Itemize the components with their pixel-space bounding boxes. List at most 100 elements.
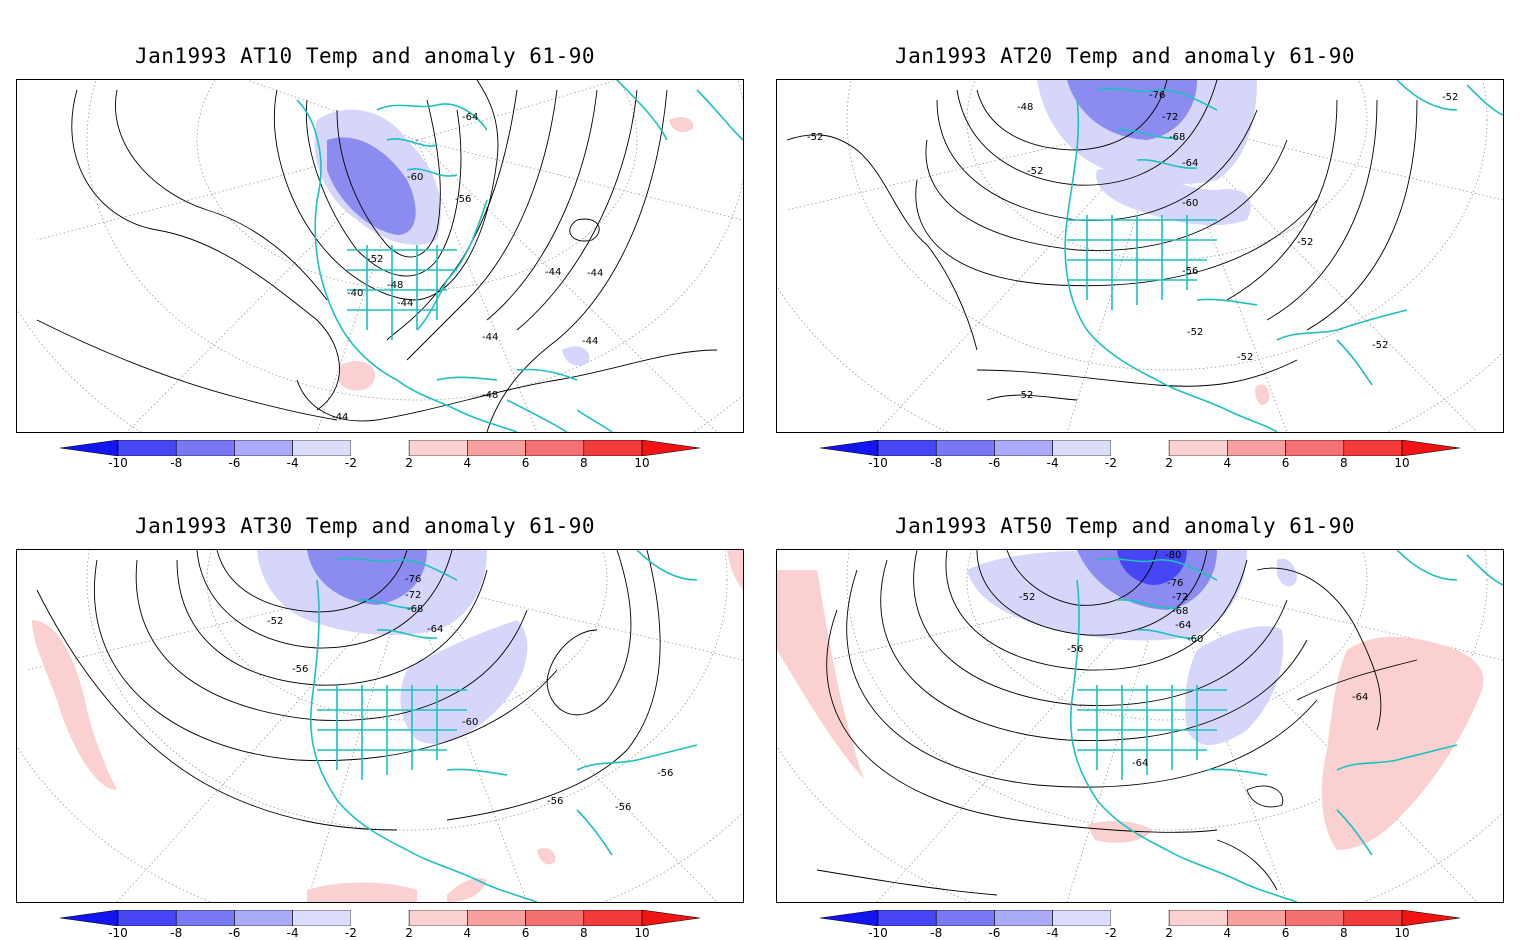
south-america-coast: [1276, 309, 1408, 386]
contour-label: -52: [367, 254, 383, 265]
colorbar-segment: [1227, 909, 1286, 927]
colorbar-tick-label: 2: [1165, 456, 1173, 470]
colorbar-segment: [467, 439, 526, 457]
colorbar-tick-label: -4: [1046, 456, 1059, 470]
warm-anomaly: [777, 570, 865, 780]
contour-label: -44: [587, 268, 603, 279]
map-frame: -80 -76 -72 -68 -64 -60 -56 -52 -64 -64: [776, 549, 1504, 903]
caribbean: [1196, 298, 1258, 306]
cold-anomaly-outer: [1277, 558, 1297, 587]
canada-arctic: [1096, 87, 1218, 169]
colorbar-tick-label: 2: [405, 456, 413, 470]
europe-coast: [636, 550, 698, 581]
contour-label: -56: [657, 768, 673, 779]
caribbean: [446, 768, 508, 776]
contour-label: -52: [1372, 340, 1388, 351]
colorbar-tick-label: 8: [1339, 456, 1348, 470]
colorbar-segment: [1110, 910, 1170, 926]
contour-label: -64: [462, 112, 478, 123]
temperature-contours: [816, 550, 1418, 896]
colorbar-tick-label: -10: [868, 456, 888, 470]
north-america-coast: [1069, 579, 1298, 902]
contour-label: -76: [1167, 578, 1183, 589]
cold-anomaly-core: [327, 137, 416, 235]
contour-label: -52: [1027, 166, 1043, 177]
contour-label: -52: [1442, 92, 1458, 103]
canada-arctic: [376, 103, 488, 177]
colorbar-arrow-low: [59, 439, 119, 457]
contour-label: -80: [1165, 550, 1181, 561]
contour-label: -44: [397, 298, 413, 309]
contour-label-group: -76 -72 -68 -64 -60 -56 -52 -52 -52 -52 …: [807, 90, 1458, 401]
anomaly-shading: [1037, 80, 1270, 405]
contour-label: -40: [347, 288, 363, 299]
colorbar-segment: [292, 909, 352, 927]
colorbar-arrow-low: [819, 909, 879, 927]
colorbar-segment: [1343, 909, 1403, 927]
colorbar-segment: [350, 440, 410, 456]
colorbar-segment: [350, 910, 410, 926]
contour-label: -76: [405, 574, 421, 585]
colorbar-segment: [877, 439, 937, 457]
contour-label: -52: [1237, 352, 1253, 363]
contour-label-group: -64 -60 -56 -52 -48 -44 -40 -44 -44 -44 …: [332, 112, 603, 423]
contour-label: -56: [615, 802, 631, 813]
anomaly-shading: [777, 550, 1484, 850]
europe-coast: [616, 80, 743, 141]
colorbar-tick-label: 2: [1165, 926, 1173, 940]
colorbar-segment: [1168, 909, 1228, 927]
contour-label-group: -80 -76 -72 -68 -64 -60 -56 -52 -64 -64: [1019, 550, 1368, 769]
panel-title: Jan1993 AT20 Temp and anomaly 61-90: [894, 44, 1355, 68]
map-canvas: -80 -76 -72 -68 -64 -60 -56 -52 -64 -64: [777, 550, 1503, 902]
cold-anomaly-outer: [400, 620, 528, 744]
warm-anomaly: [1087, 820, 1152, 843]
contour-label: -60: [1182, 198, 1198, 209]
colorbar-tick-label: 4: [1223, 926, 1232, 940]
colorbar-tick-label: 6: [1281, 926, 1290, 940]
colorbar-arrow-low: [59, 909, 119, 927]
colorbar-segment: [408, 909, 468, 927]
colorbar-segment: [525, 439, 585, 457]
colorbar-tick-label: 4: [1223, 456, 1232, 470]
contour-label: -52: [267, 616, 283, 627]
colorbar-tick-label: -8: [930, 926, 943, 940]
colorbar-segment: [525, 909, 585, 927]
contour-label: -56: [547, 796, 563, 807]
colorbar-tick-label: 10: [634, 926, 650, 940]
panel-at20: Jan1993 AT20 Temp and anomaly 61-90: [760, 0, 1504, 470]
colorbar-segment: [467, 909, 526, 927]
north-america-coast: [296, 99, 518, 432]
colorbar-arrow-high: [1401, 439, 1461, 457]
caribbean: [436, 368, 578, 381]
colorbar-segment: [935, 909, 995, 927]
colorbar-segment: [1285, 909, 1345, 927]
us-states-grid: [347, 245, 457, 340]
contour-label: -52: [1019, 592, 1035, 603]
colorbar-segment: [1052, 909, 1112, 927]
contour-label: -52: [1187, 327, 1203, 338]
colorbar-tick-label: -2: [1104, 456, 1117, 470]
panel-title: Jan1993 AT10 Temp and anomaly 61-90: [134, 44, 595, 68]
warm-anomaly: [537, 848, 556, 865]
colorbar-tick-label: -10: [108, 926, 128, 940]
contour-label: -68: [1172, 606, 1188, 617]
colorbar-segment: [1052, 439, 1112, 457]
colorbar-arrow-high: [641, 909, 701, 927]
colorbar-tick-label: -4: [286, 926, 299, 940]
warm-anomaly: [32, 620, 117, 790]
contour-label: -76: [1149, 90, 1165, 101]
contour-label: -56: [292, 664, 308, 675]
south-america-coast: [576, 744, 698, 856]
colorbar-segment: [1227, 439, 1286, 457]
colorbar-tick-label: -2: [1104, 926, 1117, 940]
colorbar-segment: [117, 439, 177, 457]
canada-arctic: [1096, 557, 1218, 639]
coastlines: [1069, 550, 1503, 902]
contour-label: -72: [1162, 112, 1178, 123]
colorbar-arrow-high: [641, 439, 701, 457]
warm-anomaly: [447, 878, 487, 902]
panel-at30: Jan1993 AT30 Temp and anomaly 61-90: [0, 470, 744, 940]
colorbar-tick-label: 8: [1339, 926, 1348, 940]
anomaly-colorbar: -10 -8 -6 -4 -2 2 4 6 8 10: [59, 909, 701, 940]
anomaly-shading: [314, 109, 694, 391]
